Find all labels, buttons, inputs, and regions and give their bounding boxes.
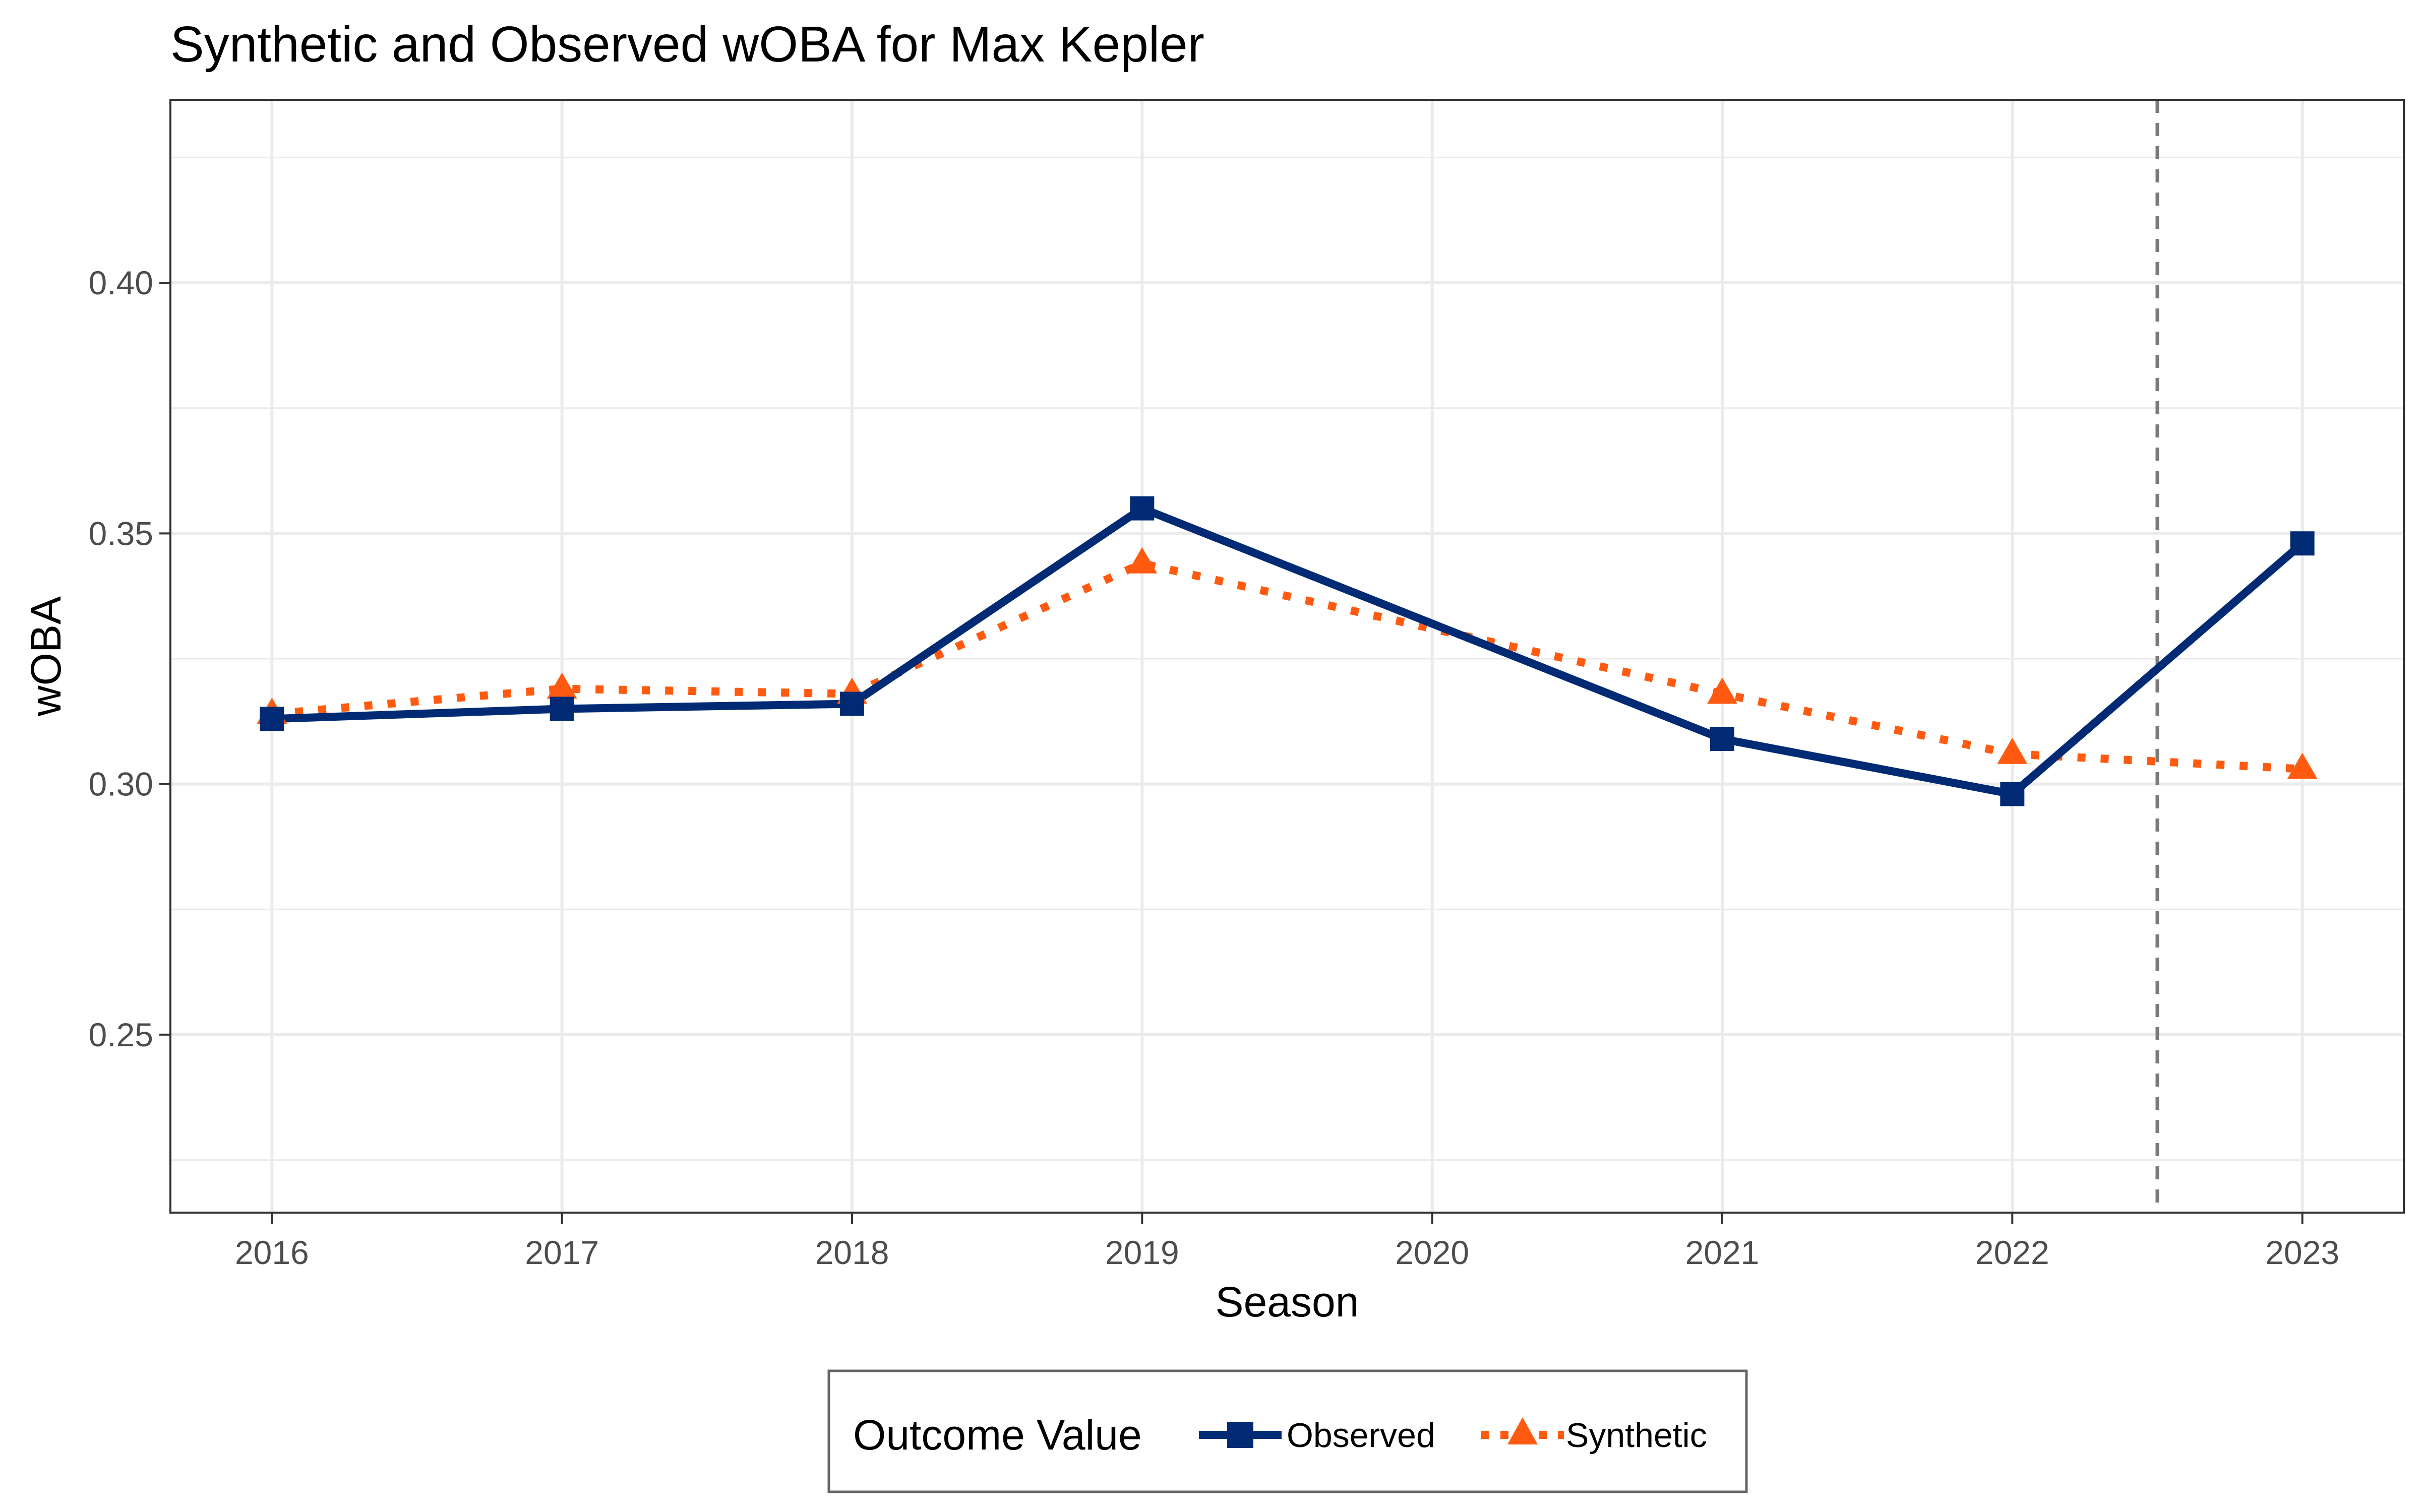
legend-title: Outcome Value [853,1411,1142,1459]
plot-panel-border [169,99,2405,1214]
point-synthetic [1127,547,1158,574]
y-tick-label: 0.25 [89,1016,153,1053]
point-observed [2290,531,2315,556]
point-observed [1130,496,1155,521]
grid [170,100,2404,1213]
point-observed [2000,782,2025,806]
y-tick-label: 0.35 [89,515,153,552]
legend-key-observed [1199,1422,1282,1448]
chart-title: Synthetic and Observed wOBA for Max Kepl… [170,16,1204,73]
x-axis-title: Season [1216,1278,1359,1326]
x-tick-label: 2017 [525,1234,599,1271]
point-synthetic [2287,752,2318,779]
legend-marker-synthetic [1507,1417,1538,1444]
x-tick-label: 2020 [1395,1234,1469,1271]
y-axis: 0.25 0.30 0.35 0.40 [89,264,170,1053]
legend-marker-observed [1227,1422,1253,1448]
legend-key-synthetic [1481,1417,1564,1444]
x-tick-label: 2016 [235,1234,309,1271]
x-tick-label: 2019 [1105,1234,1179,1271]
y-tick-label: 0.30 [89,766,153,803]
y-tick-label: 0.40 [89,264,153,301]
plot-background [170,100,2404,1213]
legend-label-observed: Observed [1287,1416,1435,1455]
point-synthetic [547,672,577,699]
point-observed [550,697,574,721]
legend-box [827,1369,1748,1493]
point-synthetic [1997,737,2028,764]
x-tick-label: 2023 [2265,1234,2339,1271]
point-observed [260,707,284,731]
x-tick-label: 2022 [1975,1234,2049,1271]
legend: Outcome Value Observed Synthetic [827,1369,1748,1493]
x-tick-label: 2018 [815,1234,889,1271]
legend-label-synthetic: Synthetic [1566,1416,1707,1455]
point-observed [840,691,865,716]
x-axis: 2016 2017 2018 2019 2020 2021 2022 2023 [235,1213,2339,1271]
series-layer [257,496,2318,806]
y-axis-title: wOBA [22,596,70,717]
point-synthetic [1707,677,1737,704]
x-tick-label: 2021 [1685,1234,1760,1271]
point-observed [1710,727,1734,751]
